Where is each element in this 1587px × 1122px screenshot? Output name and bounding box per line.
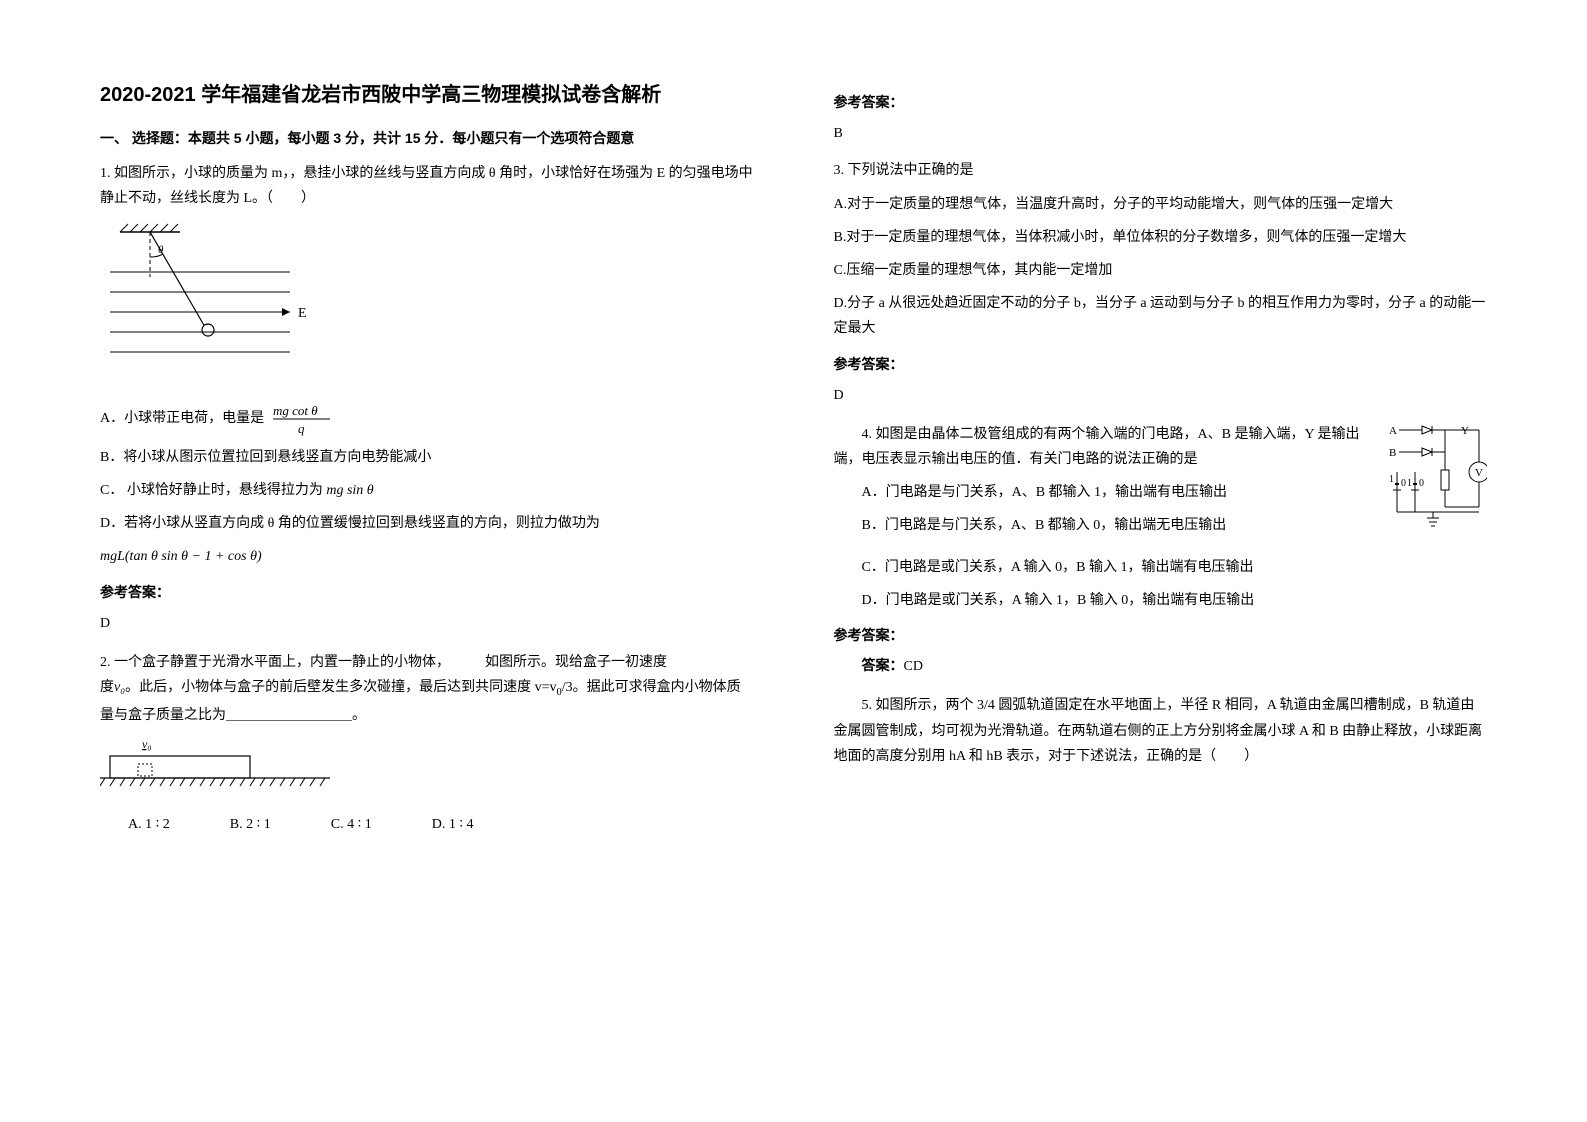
svg-text:0: 0 [1419, 478, 1424, 489]
q1-answer: D [100, 611, 754, 636]
q2-answer-label: 参考答案： [834, 90, 1488, 115]
q3-option-d: D.分子 a 从很远处趋近固定不动的分子 b，当分子 a 运动到与分子 b 的相… [834, 291, 1488, 341]
q3-option-c: C.压缩一定质量的理想气体，其内能一定增加 [834, 258, 1488, 283]
question-1: 1. 如图所示，小球的质量为 m，，悬挂小球的丝线与竖直方向成 θ 角时，小球恰… [100, 161, 754, 636]
svg-text:mg cot θ: mg cot θ [273, 403, 318, 418]
q4-answer-prefix: 答案： [862, 659, 904, 674]
q1-answer-label: 参考答案： [100, 580, 754, 605]
q2-option-a: A. 1 ∶ 2 [128, 812, 170, 837]
q2-text: 2. 一个盒子静置于光滑水平面上，内置一静止的小物体， 如图所示。现给盒子一初速… [100, 650, 754, 728]
q3-text: 3. 下列说法中正确的是 [834, 158, 1488, 183]
svg-text:v₀: v₀ [142, 738, 152, 751]
q5-text: 5. 如图所示，两个 3/4 圆弧轨道固定在水平地面上，半径 R 相同，A 轨道… [834, 693, 1488, 769]
q1-optD-formula: mgL(tan θ sin θ − 1 + cos θ) [100, 544, 754, 569]
q1-diagram: θ E [100, 222, 754, 391]
q4-answer-label: 参考答案： [834, 623, 1488, 648]
q1-option-b: B．将小球从图示位置拉回到悬线竖直方向电势能减小 [100, 445, 754, 470]
svg-text:0: 0 [1401, 478, 1406, 489]
question-4: 4. 如图是由晶体二极管组成的有两个输入端的门电路，A、B 是输入端，Y 是输出… [834, 422, 1488, 680]
q2-answer: B [834, 121, 1488, 146]
question-2: 2. 一个盒子静置于光滑水平面上，内置一静止的小物体， 如图所示。现给盒子一初速… [100, 650, 754, 837]
q3-answer-label: 参考答案： [834, 352, 1488, 377]
q2-diagram: v₀ [100, 738, 754, 802]
section-1-heading: 一、 选择题：本题共 5 小题，每小题 3 分，共计 15 分．每小题只有一个选… [100, 126, 754, 151]
q2-option-d: D. 1 ∶ 4 [432, 812, 474, 837]
q4-circuit-diagram: A Y B [1387, 422, 1487, 547]
right-column: 参考答案： B 3. 下列说法中正确的是 A.对于一定质量的理想气体，当温度升高… [794, 80, 1528, 1082]
svg-text:E: E [298, 306, 307, 321]
exam-title: 2020-2021 学年福建省龙岩市西陂中学高三物理模拟试卷含解析 [100, 80, 754, 110]
svg-text:1: 1 [1389, 474, 1394, 485]
q4-option-b: B．门电路是与门关系，A、B 都输入 0，输出端无电压输出 [834, 513, 1376, 538]
q1-option-c: C． 小球恰好静止时，悬线得拉力为 mg sin θ [100, 478, 754, 503]
q2-text1: 2. 一个盒子静置于光滑水平面上，内置一静止的小物体， 如图所示。现给盒子一初速… [100, 655, 667, 670]
q2-options: A. 1 ∶ 2 B. 2 ∶ 1 C. 4 ∶ 1 D. 1 ∶ 4 [128, 812, 754, 837]
q3-option-a: A.对于一定质量的理想气体，当温度升高时，分子的平均动能增大，则气体的压强一定增… [834, 192, 1488, 217]
svg-text:A: A [1389, 425, 1397, 437]
q2-option-c: C. 4 ∶ 1 [331, 812, 372, 837]
q2-text-cont: 度v₀。此后，小物体与盒子的前后壁发生多次碰撞，最后达到共同速度 v=v0/3。… [100, 680, 741, 723]
q4-text: 4. 如图是由晶体二极管组成的有两个输入端的门电路，A、B 是输入端，Y 是输出… [834, 422, 1376, 472]
q1-option-a: A．小球带正电荷，电量是 mg cot θ q [100, 401, 754, 437]
q3-option-b: B.对于一定质量的理想气体，当体积减小时，单位体积的分子数增多，则气体的压强一定… [834, 225, 1488, 250]
q4-option-d: D．门电路是或门关系，A 输入 1，B 输入 0，输出端有电压输出 [834, 588, 1488, 613]
q1-option-d: D．若将小球从竖直方向成 θ 角的位置缓慢拉回到悬线竖直的方向，则拉力做功为 [100, 511, 754, 536]
q4-option-a: A．门电路是与门关系，A、B 都输入 1，输出端有电压输出 [834, 480, 1376, 505]
q1-text: 1. 如图所示，小球的质量为 m，，悬挂小球的丝线与竖直方向成 θ 角时，小球恰… [100, 161, 754, 211]
q1-optC-prefix: C． 小球恰好静止时，悬线得拉力为 [100, 483, 323, 498]
svg-text:V: V [1475, 467, 1483, 479]
q4-option-c: C．门电路是或门关系，A 输入 0，B 输入 1，输出端有电压输出 [834, 555, 1488, 580]
q4-answer-value: CD [904, 659, 923, 674]
svg-text:Y: Y [1461, 425, 1469, 437]
svg-text:q: q [298, 421, 305, 436]
svg-text:B: B [1389, 447, 1396, 459]
question-3: 3. 下列说法中正确的是 A.对于一定质量的理想气体，当温度升高时，分子的平均动… [834, 158, 1488, 408]
q2-option-b: B. 2 ∶ 1 [230, 812, 271, 837]
q1-optA-formula: mg cot θ q [268, 411, 338, 426]
left-column: 2020-2021 学年福建省龙岩市西陂中学高三物理模拟试卷含解析 一、 选择题… [60, 80, 794, 1082]
q1-optA-prefix: A．小球带正电荷，电量是 [100, 411, 264, 426]
svg-text:θ: θ [158, 244, 164, 256]
svg-text:1: 1 [1407, 478, 1412, 489]
q3-answer: D [834, 383, 1488, 408]
q1-optC-formula: mg sin θ [326, 483, 373, 498]
q4-answer: 答案：CD [862, 654, 1488, 679]
question-5: 5. 如图所示，两个 3/4 圆弧轨道固定在水平地面上，半径 R 相同，A 轨道… [834, 693, 1488, 769]
